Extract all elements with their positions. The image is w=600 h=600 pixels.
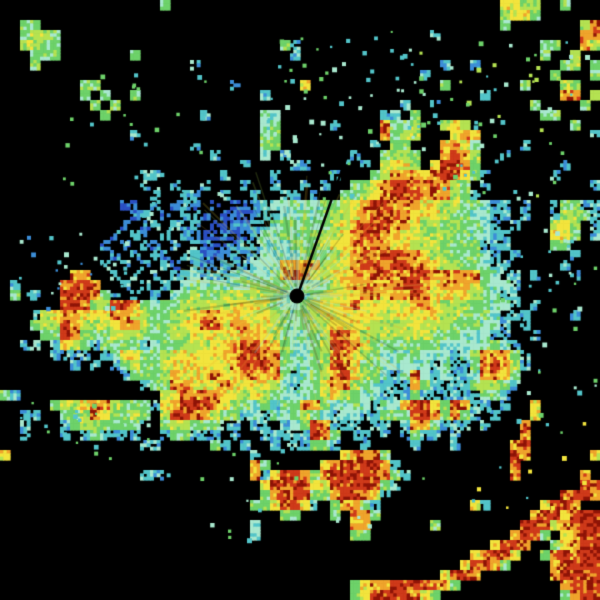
- radar-display: [0, 0, 600, 600]
- radar-canvas: [0, 0, 600, 600]
